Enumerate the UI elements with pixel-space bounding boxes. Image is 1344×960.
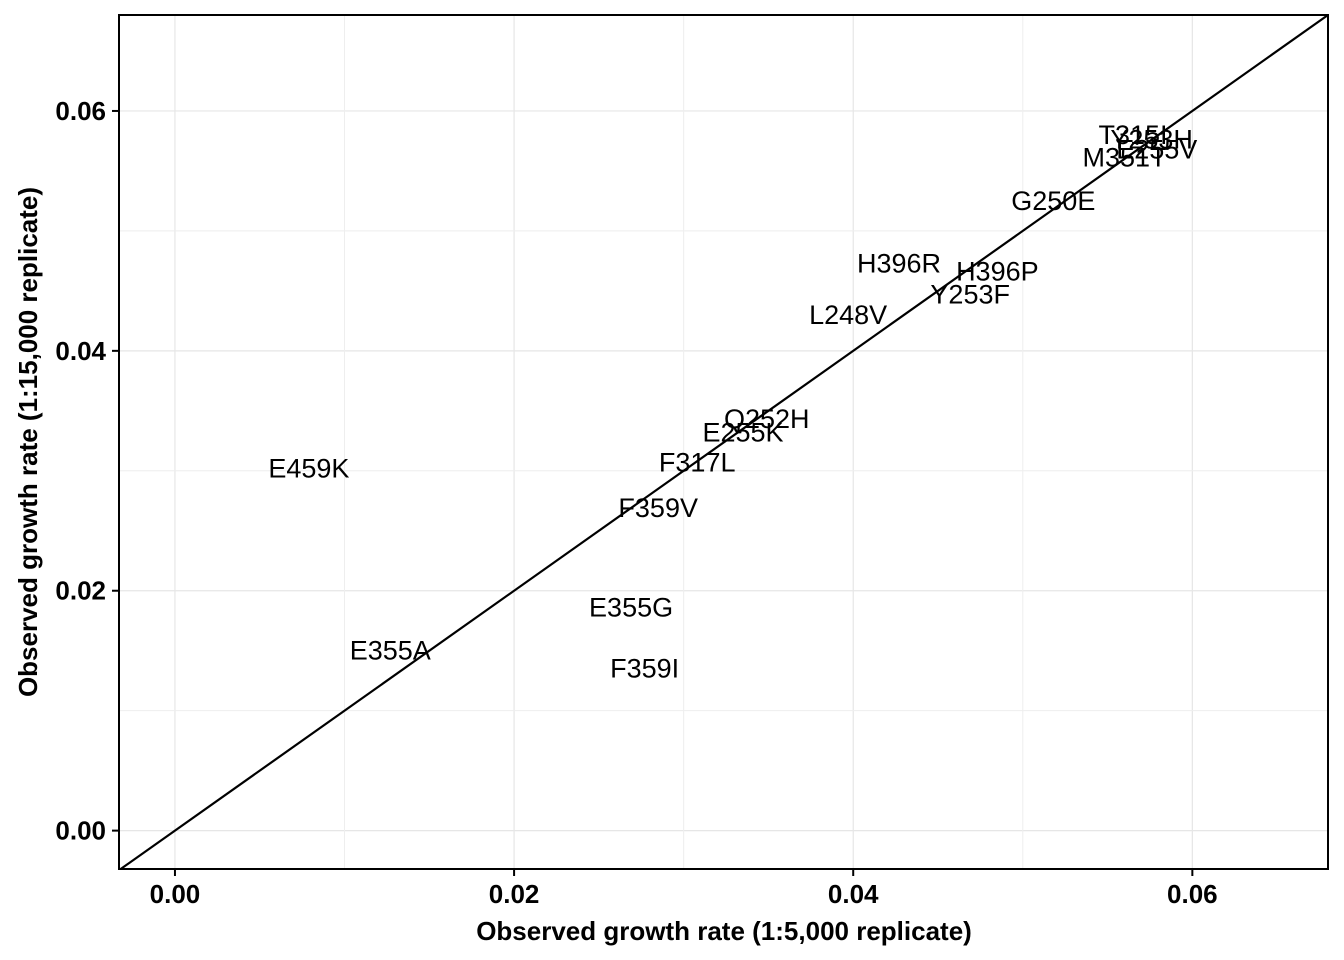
point-label: L248V: [809, 300, 887, 330]
point-label: Y253H: [1110, 125, 1193, 155]
reference-line-layer: [120, 14, 1329, 870]
point-label: H396P: [956, 257, 1039, 287]
point-label-layer: E459K E355A E355G F359I F359V F317LE255KQ252H…: [268, 120, 1197, 684]
point-label: F317L: [659, 447, 736, 477]
identity-line: [120, 14, 1329, 870]
grid-layer: [119, 15, 1328, 869]
point-label: E255V: [1116, 134, 1197, 164]
y-tick-label: 0.06: [55, 96, 106, 126]
y-axis-title: Observed growth rate (1:15,000 replicate…: [13, 187, 43, 697]
point-label: M351T: [1082, 143, 1166, 173]
point-label: E459K: [268, 453, 349, 483]
y-tick-label: 0.02: [55, 576, 106, 606]
point-label: Y253F: [930, 279, 1010, 309]
y-tick-label: 0.04: [55, 336, 106, 366]
tick-layer: 0.00 0.02 0.04 0.06 0.00 0.02 0.04 0.06: [55, 96, 1217, 909]
x-tick-label: 0.00: [150, 879, 201, 909]
point-label: E355G: [589, 593, 673, 623]
point-label: T315I: [1098, 120, 1167, 150]
x-tick-label: 0.06: [1167, 879, 1218, 909]
point-label: Q252H: [724, 404, 810, 434]
x-tick-label: 0.02: [489, 879, 540, 909]
point-label: F359I: [610, 654, 679, 684]
point-label: H396R: [857, 248, 941, 278]
x-axis-title: Observed growth rate (1:5,000 replicate): [476, 916, 972, 946]
point-label: E355A: [350, 636, 431, 666]
point-label: F359V: [618, 493, 698, 523]
x-tick-label: 0.04: [828, 879, 879, 909]
point-label: G250E: [1011, 186, 1095, 216]
y-tick-label: 0.00: [55, 816, 106, 846]
point-label: E255K: [702, 417, 783, 447]
plot-frame: [118, 14, 1329, 870]
